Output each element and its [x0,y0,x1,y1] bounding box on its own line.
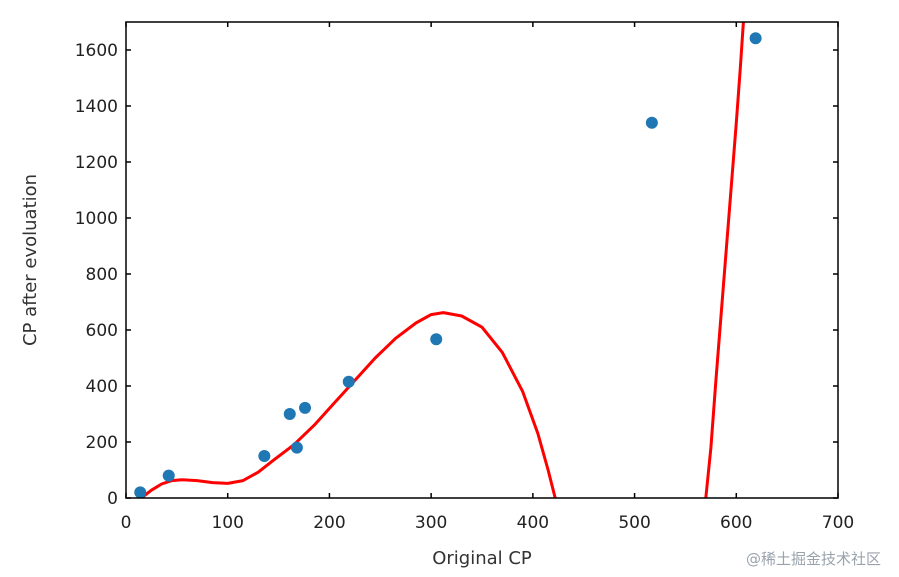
y-tick-label-1600: 1600 [75,41,118,61]
scatter-point-1 [134,486,147,499]
fit-curve-segment-2 [704,22,745,498]
scatter-point-8 [430,333,443,346]
scatter-point-7 [342,375,355,388]
x-tick-label-0: 0 [121,513,132,533]
scatter-point-9 [645,116,658,129]
y-tick-label-1000: 1000 [75,209,118,229]
y-axis-ticks: 0 200 400 600 800 1000 1200 1400 1600 [75,41,838,509]
y-axis-label: CP after evoluation [20,174,41,346]
fit-curve-segment-1 [139,311,557,498]
scatter-point-4 [283,408,296,420]
x-axis-ticks: 0 100 200 300 400 500 600 700 [121,22,854,533]
x-tick-label-600: 600 [720,513,752,533]
x-tick-label-100: 100 [211,513,243,533]
y-tick-label-800: 800 [86,265,118,285]
y-tick-label-0: 0 [107,489,118,509]
plot-frame [125,21,839,499]
x-tick-label-700: 700 [822,513,854,533]
scatter-point-5 [290,441,303,454]
y-tick-label-1400: 1400 [75,97,118,117]
x-tick-label-300: 300 [415,513,447,533]
x-tick-label-400: 400 [517,513,549,533]
scatter-point-2 [162,469,175,482]
scatter-point-6 [299,401,312,414]
y-tick-label-400: 400 [86,377,118,397]
plot-area [125,21,839,499]
scatter-point-3 [258,450,271,462]
y-tick-label-200: 200 [86,433,118,453]
x-tick-label-200: 200 [313,513,345,533]
scatter-point-10 [749,32,762,45]
watermark: @稀土掘金技术社区 [745,550,881,568]
x-axis-label: Original CP [432,548,532,569]
y-tick-label-600: 600 [86,321,118,341]
y-tick-label-1200: 1200 [75,153,118,173]
x-tick-label-500: 500 [618,513,650,533]
